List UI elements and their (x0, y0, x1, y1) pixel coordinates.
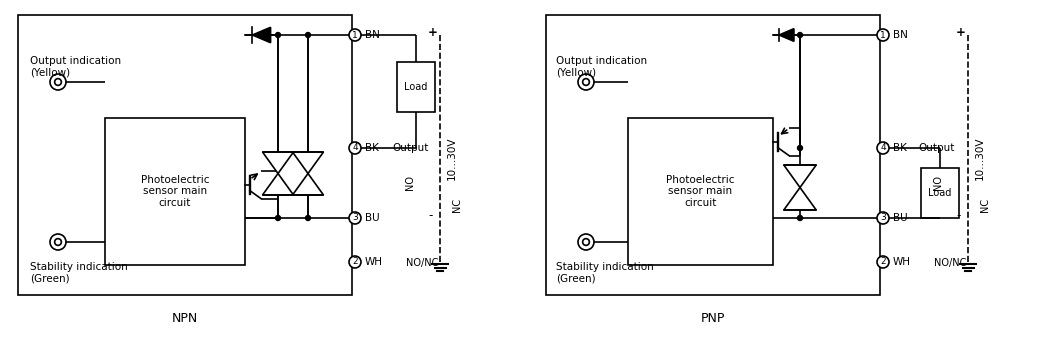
Text: NO/NC: NO/NC (934, 258, 966, 268)
Text: BN: BN (893, 30, 908, 40)
Bar (105, 118, 245, 265)
Text: Output: Output (917, 143, 954, 153)
Text: WH: WH (365, 257, 383, 267)
Circle shape (797, 215, 802, 221)
Circle shape (276, 215, 280, 221)
Bar (546, 15, 880, 295)
Text: Output: Output (392, 143, 428, 153)
Bar (18, 15, 352, 295)
Polygon shape (262, 152, 294, 173)
Text: 1: 1 (352, 30, 358, 39)
Text: WH: WH (893, 257, 911, 267)
Text: -: - (428, 210, 432, 223)
Text: 3: 3 (880, 213, 886, 223)
Polygon shape (784, 165, 816, 187)
Text: PNP: PNP (701, 312, 725, 325)
Circle shape (349, 256, 361, 268)
Text: BK: BK (893, 143, 907, 153)
Polygon shape (784, 187, 816, 210)
Text: Photoelectric
sensor main
circuit: Photoelectric sensor main circuit (141, 175, 209, 208)
Text: NO: NO (933, 175, 943, 190)
Circle shape (877, 212, 889, 224)
Text: NPN: NPN (172, 312, 198, 325)
Circle shape (276, 32, 280, 38)
Text: BN: BN (365, 30, 379, 40)
Text: NC: NC (452, 198, 462, 212)
Circle shape (349, 29, 361, 41)
Text: BU: BU (893, 213, 908, 223)
Circle shape (305, 32, 311, 38)
Text: +: + (428, 26, 438, 39)
Polygon shape (262, 173, 294, 195)
Text: +: + (956, 26, 966, 39)
Circle shape (349, 142, 361, 154)
Circle shape (797, 32, 802, 38)
Circle shape (877, 256, 889, 268)
Text: 2: 2 (880, 258, 886, 266)
Text: Output indication
(Yellow): Output indication (Yellow) (30, 56, 122, 78)
Polygon shape (253, 27, 271, 43)
Text: 3: 3 (352, 213, 358, 223)
Text: 1: 1 (880, 30, 886, 39)
Text: Photoelectric
sensor main
circuit: Photoelectric sensor main circuit (666, 175, 735, 208)
Text: BU: BU (365, 213, 379, 223)
Text: Load: Load (405, 82, 428, 92)
Bar (628, 118, 773, 265)
Text: Stability indication
(Green): Stability indication (Green) (556, 262, 653, 284)
Text: NO/NC: NO/NC (406, 258, 439, 268)
Circle shape (349, 212, 361, 224)
Text: 4: 4 (352, 144, 358, 153)
Text: NO: NO (405, 175, 415, 190)
Bar (397, 62, 435, 112)
Text: 4: 4 (880, 144, 886, 153)
Text: 2: 2 (352, 258, 358, 266)
Text: Output indication
(Yellow): Output indication (Yellow) (556, 56, 647, 78)
Polygon shape (779, 29, 794, 41)
Circle shape (797, 145, 802, 150)
Text: 10...30V: 10...30V (975, 136, 985, 180)
Text: NC: NC (980, 198, 990, 212)
Circle shape (305, 215, 311, 221)
Text: -: - (956, 210, 961, 223)
Text: BK: BK (365, 143, 378, 153)
Text: Load: Load (928, 188, 951, 198)
Text: Stability indication
(Green): Stability indication (Green) (30, 262, 128, 284)
Text: 10...30V: 10...30V (447, 136, 457, 180)
Bar (921, 168, 959, 218)
Polygon shape (293, 152, 323, 173)
Polygon shape (293, 173, 323, 195)
Circle shape (877, 29, 889, 41)
Circle shape (877, 142, 889, 154)
